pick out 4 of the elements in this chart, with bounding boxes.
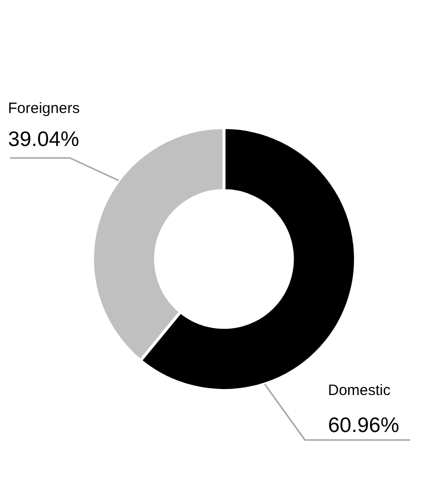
data-label: 60.96% (328, 414, 400, 437)
data-label: 39.04% (8, 128, 80, 151)
slice-label: Domestic (328, 382, 392, 399)
slice-label: Foreigners (8, 100, 80, 117)
